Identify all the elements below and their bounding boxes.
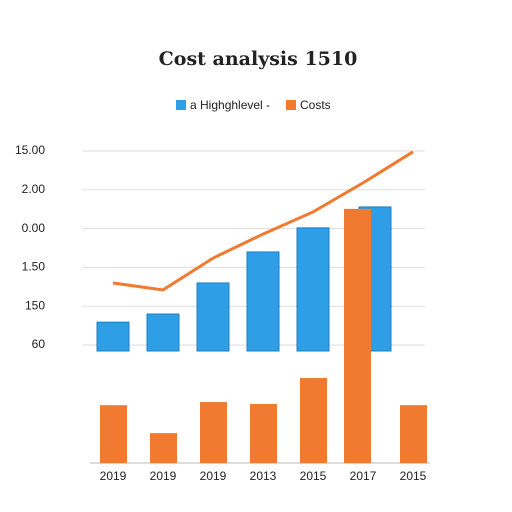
- bar: [344, 208, 371, 463]
- y-label: 60: [32, 337, 46, 351]
- bar: [100, 405, 127, 463]
- legend-label: Costs: [300, 98, 331, 112]
- x-tick-label: 2019: [100, 469, 127, 483]
- line: [112, 150, 414, 292]
- x-tick-label: 2017: [350, 469, 377, 483]
- bar: [400, 405, 427, 463]
- bar: [96, 321, 130, 352]
- chart-title: Cost analysis 1510: [159, 48, 358, 70]
- legend-label: a Highghlevel -: [190, 98, 270, 112]
- bar: [250, 404, 277, 463]
- bar: [246, 251, 280, 352]
- bar: [300, 378, 327, 463]
- x-tick-label: 2019: [200, 469, 227, 483]
- x-tick-label: 2015: [400, 469, 427, 483]
- y-label: 15.00: [15, 143, 45, 157]
- bar: [196, 282, 230, 352]
- bar: [146, 313, 180, 352]
- y-label: 2.00: [22, 182, 46, 196]
- bar: [200, 402, 227, 463]
- y-label: 0.00: [22, 221, 46, 235]
- bar: [150, 433, 177, 463]
- y-label: 1.50: [22, 260, 46, 274]
- x-tick-label: 2015: [300, 469, 327, 483]
- legend-swatch: [176, 100, 186, 110]
- bar: [296, 227, 330, 352]
- x-tick-label: 2013: [250, 469, 277, 483]
- y-label: 150: [25, 298, 45, 312]
- legend-swatch: [286, 100, 296, 110]
- x-tick-label: 2019: [150, 469, 177, 483]
